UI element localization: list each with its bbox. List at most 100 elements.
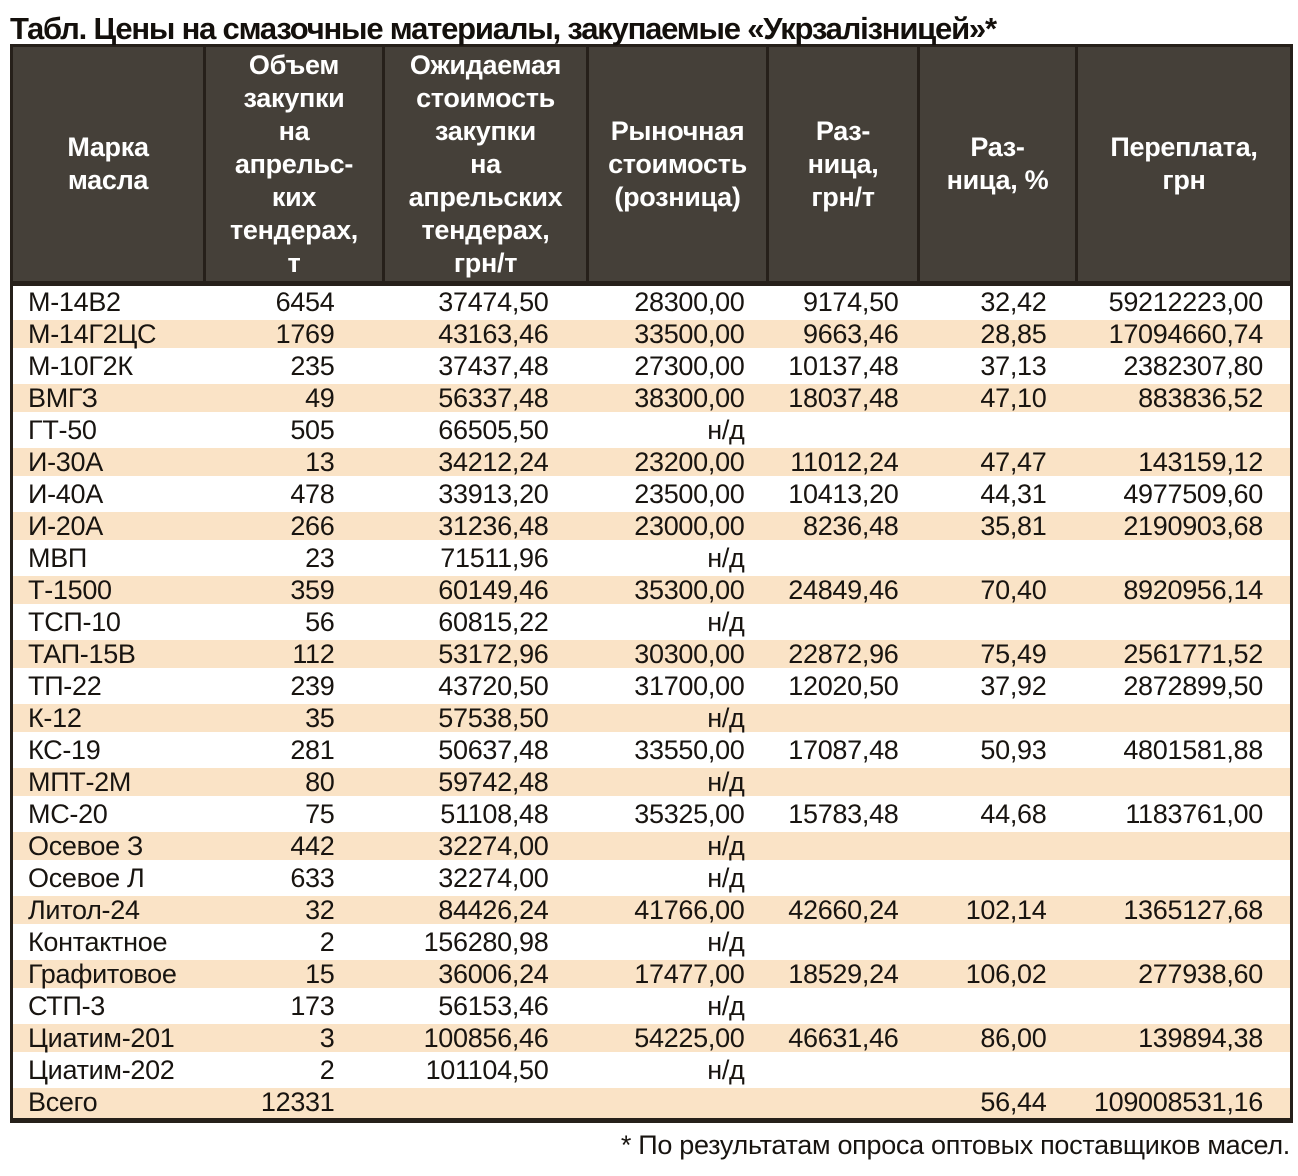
value-cell: 2 [319,926,335,957]
value-cell: 75,49 [918,638,1077,670]
value-cell: 54225,00 [587,1022,768,1054]
value-cell [767,702,919,734]
value-cell [919,990,1077,1022]
oil-brand-cell: ТСП-10 [28,606,121,637]
table-row: МПТ-2М 80 59742,48 н/д [11,766,1292,798]
value-cell: 60149,46 [383,574,588,606]
value-cell: 23500,00 [634,478,745,509]
column-header-6: Переплата, грн [1075,45,1292,286]
value-cell: 478 [290,478,335,509]
value-cell: 44,31 [980,478,1047,509]
value-cell: 235 [290,350,335,381]
table-row: М-10Г2К 235 37437,48 27300,00 10137,48 37,13 2… [12,350,1292,382]
value-cell: 8920956,14 [1076,574,1292,606]
value-cell: 32274,00 [383,830,588,862]
value-cell: 1183761,00 [1125,798,1263,829]
value-cell: 442 [204,830,384,862]
value-cell: 23200,00 [587,446,768,478]
value-cell: 1769 [204,318,384,350]
value-cell: 75 [305,798,335,829]
value-cell: 28,85 [918,318,1077,350]
oil-brand-cell: Циатим-202 [28,1054,175,1085]
value-cell: 33500,00 [587,318,768,350]
table-row: ВМГЗ 49 56337,48 38300,00 18037,48 47,10 88383… [11,382,1292,414]
value-cell: 173 [290,990,335,1021]
value-cell [1077,414,1292,446]
value-cell: 2 [319,1054,335,1085]
value-cell: 281 [290,734,335,765]
table-row: И-30А 13 34212,24 23200,00 11012,24 47,47 1431… [11,446,1292,478]
value-cell: 9174,50 [803,286,899,317]
total-row: Всего 12331 56,44 109008531,16 [11,1086,1292,1121]
header-row: Марка масла Объем закупки на апрельс- ких… [11,45,1292,286]
oil-brand-cell: ВМГЗ [11,382,205,414]
value-cell: 50637,48 [438,734,549,765]
value-cell: 2382307,80 [1123,350,1263,381]
value-cell: 101104,50 [425,1054,549,1085]
table-row: И-40А 478 33913,20 23500,00 10413,20 44,31 497… [12,478,1292,510]
value-cell [919,414,1077,446]
value-cell: 47,47 [918,446,1077,478]
value-cell: 46631,46 [767,1022,919,1054]
table-header: Марка масла Объем закупки на апрельс- ких… [11,45,1292,286]
value-cell: 15 [204,958,384,990]
value-cell [767,1086,919,1121]
value-cell [383,1086,588,1121]
table-row: Графитовое 15 36006,24 17477,00 18529,24 106,… [11,958,1292,990]
value-cell [768,926,919,958]
value-cell: 38300,00 [587,382,768,414]
oil-brand-cell: ТАП-15В [11,638,205,670]
oil-brand-cell: ТП-22 [28,670,102,701]
value-cell: 56 [305,606,335,637]
value-cell: 18037,48 [767,382,919,414]
value-cell: 11012,24 [767,446,919,478]
value-cell: 43720,50 [438,670,549,701]
oil-brand-cell: И-40А [28,478,103,509]
value-cell: 9663,46 [767,318,919,350]
oil-brand-cell: Осевое З [11,830,205,862]
value-cell: 239 [290,670,335,701]
oil-brand-cell: И-30А [11,446,205,478]
value-cell: 12020,50 [788,670,899,701]
value-cell: 1365127,68 [1076,894,1292,926]
value-cell: 277938,60 [1076,958,1292,990]
value-cell [768,542,919,574]
value-cell [919,1054,1077,1086]
oil-brand-cell: И-20А [11,510,205,542]
value-cell: 32,42 [980,286,1047,317]
value-cell: н/д [707,862,745,893]
table-row: И-20А 266 31236,48 23000,00 8236,48 35,81 2190… [11,510,1292,542]
value-cell [768,606,919,638]
value-cell: 66505,50 [438,414,549,445]
oil-brand-cell: М-14В2 [28,286,121,317]
value-cell [768,414,919,446]
value-cell: 47,10 [918,382,1077,414]
value-cell: 37,92 [980,670,1047,701]
value-cell: 112 [204,638,384,670]
table-row: Циатим-202 2 101104,50 н/д [12,1054,1292,1086]
value-cell: 50,93 [980,734,1047,765]
oil-brand-cell: МС-20 [28,798,108,829]
value-cell: 102,14 [918,894,1077,926]
value-cell: 59742,48 [383,766,588,798]
value-cell: 31700,00 [634,670,745,701]
value-cell: 23 [305,542,335,573]
column-header-1: Объем закупки на апрельс- ких тендерах, … [203,45,384,286]
value-cell: 33550,00 [634,734,745,765]
value-cell: 17087,48 [788,734,899,765]
value-cell: 4801581,88 [1123,734,1263,765]
value-cell: н/д [707,926,745,957]
value-cell: н/д [707,414,745,445]
table-row: Циатим-201 3 100856,46 54225,00 46631,46 86,0… [11,1022,1292,1054]
table-row: М-14В2 6454 37474,50 28300,00 9174,50 32,42 59… [12,284,1292,319]
value-cell: 37474,50 [438,286,549,317]
value-cell: 56,44 [918,1086,1077,1121]
value-cell: 4977509,60 [1123,478,1263,509]
value-cell: 37437,48 [438,350,549,381]
table-row: К-12 35 57538,50 н/д [11,702,1292,734]
oil-brand-cell: Т-1500 [11,574,205,606]
table-row: МВП 23 71511,96 н/д [12,542,1292,574]
value-cell: 35325,00 [634,798,745,829]
value-cell [919,926,1077,958]
value-cell: 51108,48 [440,798,549,829]
